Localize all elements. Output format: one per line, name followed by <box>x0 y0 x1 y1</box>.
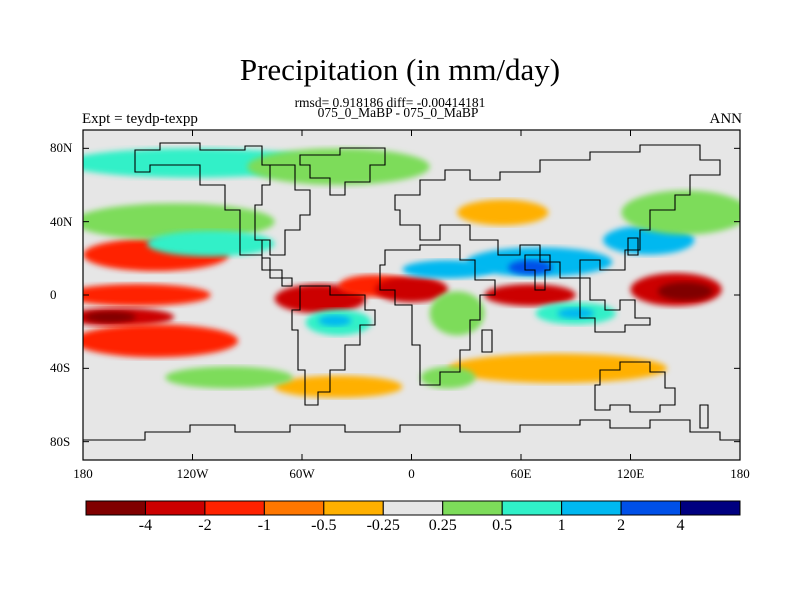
field-nw-pacific-green <box>621 190 740 235</box>
precip-field <box>83 148 740 398</box>
season-label: ANN <box>709 111 743 127</box>
field-asia-deep-blue <box>508 260 553 275</box>
lon-tick-label: 60W <box>289 466 315 481</box>
field-south-ocean-orange <box>274 375 403 398</box>
colorbar-box <box>323 500 384 516</box>
lon-tick-label: 120W <box>176 466 209 481</box>
coast-greenland <box>299 147 386 196</box>
lon-tick-label: 180 <box>73 466 93 481</box>
colorbar-label: -0.25 <box>366 517 400 534</box>
colorbar-box <box>442 500 503 516</box>
coast-north-america <box>134 142 293 287</box>
colorbar-box <box>620 500 682 516</box>
coast-europe-asia <box>394 144 721 279</box>
colorbar-label: -4 <box>138 517 153 534</box>
coast-new-zealand <box>699 404 709 429</box>
colorbar-label: -1 <box>257 517 272 534</box>
colorbar-label: 1 <box>557 517 566 534</box>
colorbar-box <box>501 500 563 516</box>
coastlines <box>83 142 740 441</box>
plot-title: Precipitation (in mm/day) <box>239 52 561 87</box>
lat-tick-label: 40N <box>50 213 73 229</box>
field-south-pacific-orange <box>83 324 239 358</box>
coast-australia <box>594 361 676 413</box>
lat-tick-label: 80S <box>50 433 71 449</box>
colorbar-label: 4 <box>676 517 685 534</box>
coast-se-asia <box>579 277 651 333</box>
colorbar-label: 2 <box>617 517 626 534</box>
colorbar-box <box>85 500 146 516</box>
field-arctic-green <box>247 148 430 186</box>
colorbar-box <box>561 500 622 516</box>
field-africa-red <box>375 276 448 303</box>
lat-tick-label: 80N <box>50 140 73 156</box>
field-north-pacific-cyan <box>146 230 275 257</box>
axis-ticks <box>82 130 741 460</box>
colorbar-box <box>263 500 325 516</box>
coast-south-america <box>291 285 376 406</box>
field-siberia-orange <box>457 199 549 226</box>
colorbar <box>85 500 741 516</box>
field-tropical-pacific-wet <box>83 284 211 306</box>
colorbar-box <box>204 500 265 516</box>
field-indian-red <box>484 284 576 306</box>
coast-madagascar <box>481 329 493 353</box>
coast-canada-east <box>262 164 311 256</box>
coast-africa <box>379 244 496 386</box>
lon-tick-label: 180 <box>730 466 750 481</box>
lon-tick-label: 60E <box>510 466 532 481</box>
colorbar-label: -0.5 <box>311 517 337 534</box>
coast-india <box>524 254 551 291</box>
lat-tick-label: 0 <box>50 287 57 302</box>
colorbar-box <box>144 500 206 516</box>
field-south-america-blue <box>318 315 352 327</box>
field-south-pacific-green <box>165 366 293 389</box>
colorbar-label: 0.5 <box>492 517 513 534</box>
field-north-pacific-green <box>83 203 275 240</box>
colorbar-label: -2 <box>198 517 212 534</box>
field-south-america-wet <box>274 284 366 314</box>
lon-tick-label: 0 <box>408 466 415 481</box>
coast-japan <box>627 237 639 256</box>
field-south-ocean-green <box>420 366 476 389</box>
colorbar-box <box>680 500 741 516</box>
lat-tick-label: 40S <box>50 360 71 376</box>
comparison-line: 075_0_MaBP - 075_0_MaBP <box>317 105 479 120</box>
field-australia-orange <box>448 353 667 384</box>
lon-tick-label: 120E <box>616 466 645 481</box>
field-indian-blue <box>557 307 594 319</box>
colorbar-box <box>382 500 444 516</box>
field-west-pacific-core <box>657 282 713 301</box>
stats-line: rmsd= 0.918186 diff= -0.00414181 <box>294 95 486 110</box>
field-africa-green <box>429 291 485 336</box>
experiment-label: Expt = teydp-texpp <box>82 111 198 127</box>
colorbar-label: 0.25 <box>428 517 457 534</box>
coast-antarctica <box>83 419 740 441</box>
field-tropical-pacific-dry-core <box>84 311 136 323</box>
